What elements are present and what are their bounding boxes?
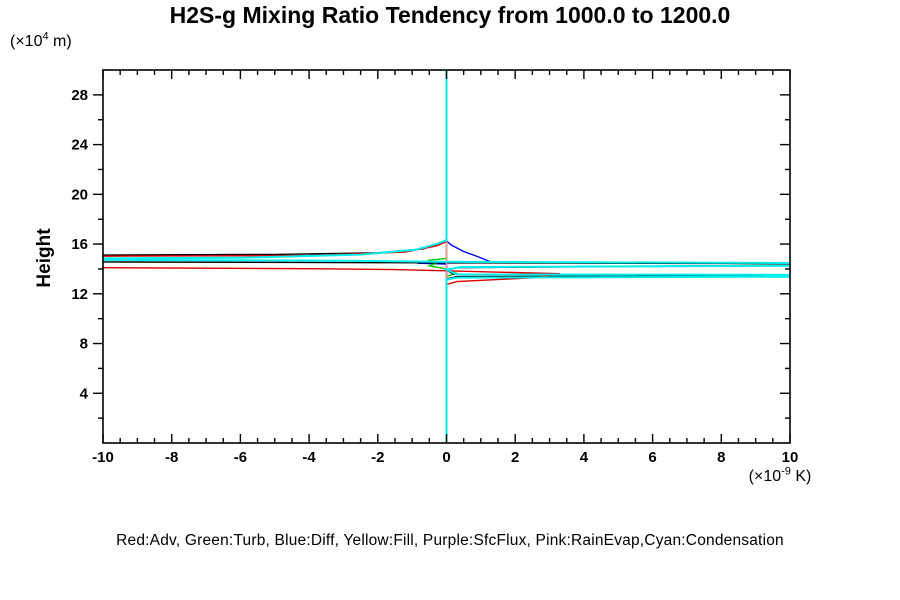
series-line-condensation [103, 70, 790, 443]
x-tick-label: 8 [717, 449, 725, 466]
y-tick-label: 8 [80, 336, 88, 353]
x-tick-label: 6 [648, 449, 656, 466]
x-tick-label: -10 [92, 449, 114, 466]
series-line-adv [103, 70, 561, 443]
x-tick-label: -4 [302, 449, 316, 466]
x-tick-label: 10 [782, 449, 799, 466]
x-axis-unit-label: (×10-9 K) [748, 465, 812, 485]
y-tick-label: 28 [71, 87, 88, 104]
x-tick-label: -6 [234, 449, 247, 466]
y-tick-label: 4 [80, 385, 89, 402]
series-line-diff [417, 70, 494, 443]
y-axis-unit-exponent: 4 [42, 30, 49, 43]
series-legend-text: Red:Adv, Green:Turb, Blue:Diff, Yellow:F… [116, 532, 784, 549]
y-tick-label: 24 [71, 137, 88, 154]
x-tick-label: 0 [442, 449, 450, 466]
x-tick-label: -2 [371, 449, 384, 466]
series-line-turb [426, 70, 459, 443]
series-lines [103, 70, 790, 443]
y-tick-label: 16 [71, 236, 88, 253]
y-tick-label: 12 [71, 286, 88, 303]
x-axis-unit-exponent: -9 [781, 465, 791, 478]
axis-ticks [93, 70, 791, 443]
x-tick-label: 2 [511, 449, 519, 466]
y-axis-unit-label: (×104 m) [10, 30, 72, 50]
x-tick-label: -8 [165, 449, 178, 466]
y-tick-label: 20 [71, 186, 88, 203]
chart-title: H2S-g Mixing Ratio Tendency from 1000.0 … [169, 2, 731, 28]
x-tick-label: 4 [580, 449, 589, 466]
